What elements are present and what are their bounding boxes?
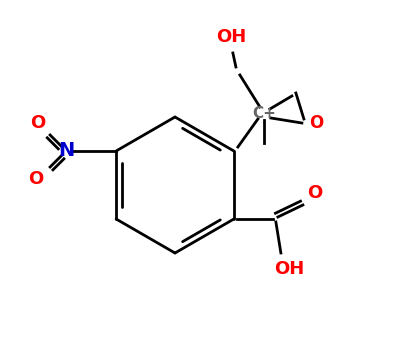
Text: OH: OH: [216, 28, 246, 46]
Text: C+: C+: [252, 105, 276, 120]
Text: O: O: [309, 114, 323, 132]
Text: O: O: [31, 114, 46, 132]
Text: O: O: [307, 184, 322, 202]
Text: O: O: [29, 170, 44, 188]
Text: N: N: [58, 142, 74, 160]
Text: OH: OH: [274, 260, 304, 278]
